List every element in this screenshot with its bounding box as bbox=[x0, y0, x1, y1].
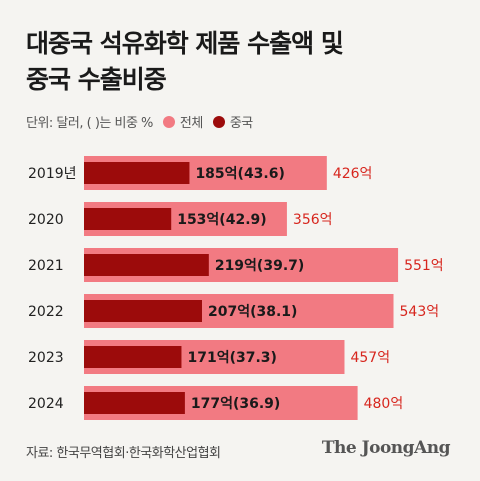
china-value-label: 177억(36.9) bbox=[191, 396, 280, 412]
year-label: 2024 bbox=[28, 396, 64, 412]
china-value-label: 153억(42.9) bbox=[177, 212, 266, 228]
bar-chart: 2019년 185억(43.6) 426억 2020 153억(42.9) 356억 202… bbox=[28, 156, 444, 420]
china-value-label: 207억(38.1) bbox=[208, 304, 297, 320]
total-value-label: 543억 bbox=[400, 304, 440, 320]
china-value-label: 185억(43.6) bbox=[195, 166, 284, 182]
unit-note: 단위: 달러, ( )는 비중 % bbox=[26, 116, 153, 131]
legend-total-swatch bbox=[162, 115, 175, 128]
china-bar bbox=[84, 346, 182, 368]
china-bar bbox=[84, 208, 172, 230]
total-value-label: 551억 bbox=[404, 258, 444, 274]
legend-total-label: 전체 bbox=[179, 116, 203, 131]
total-value-label: 480억 bbox=[364, 396, 404, 412]
china-bar bbox=[84, 162, 190, 184]
brand-logo: The JoongAng bbox=[321, 438, 451, 458]
chart-title: 대중국 석유화학 제품 수출액 및 중국 수출비중 bbox=[26, 26, 344, 98]
legend-china-swatch bbox=[212, 115, 225, 128]
china-bar bbox=[84, 392, 185, 414]
china-bar bbox=[84, 254, 209, 276]
china-value-label: 171억(37.3) bbox=[187, 350, 276, 366]
total-value-label: 356억 bbox=[293, 212, 333, 228]
legend: 단위: 달러, ( )는 비중 % 전체 중국 bbox=[26, 112, 253, 131]
legend-china-label: 중국 bbox=[229, 116, 253, 131]
title-line-2: 중국 수출비중 bbox=[26, 65, 167, 94]
year-label: 2020 bbox=[28, 212, 64, 228]
china-value-label: 219억(39.7) bbox=[215, 258, 304, 274]
total-value-label: 457억 bbox=[350, 350, 390, 366]
total-value-label: 426억 bbox=[333, 166, 373, 182]
year-label: 2019년 bbox=[28, 166, 77, 182]
title-line-1: 대중국 석유화학 제품 수출액 및 bbox=[26, 29, 344, 58]
year-label: 2021 bbox=[28, 258, 64, 274]
china-bar bbox=[84, 300, 202, 322]
year-label: 2022 bbox=[28, 304, 64, 320]
source-note: 자료: 한국무역협회·한국화학산업협회 bbox=[26, 446, 221, 461]
year-label: 2023 bbox=[28, 350, 64, 366]
